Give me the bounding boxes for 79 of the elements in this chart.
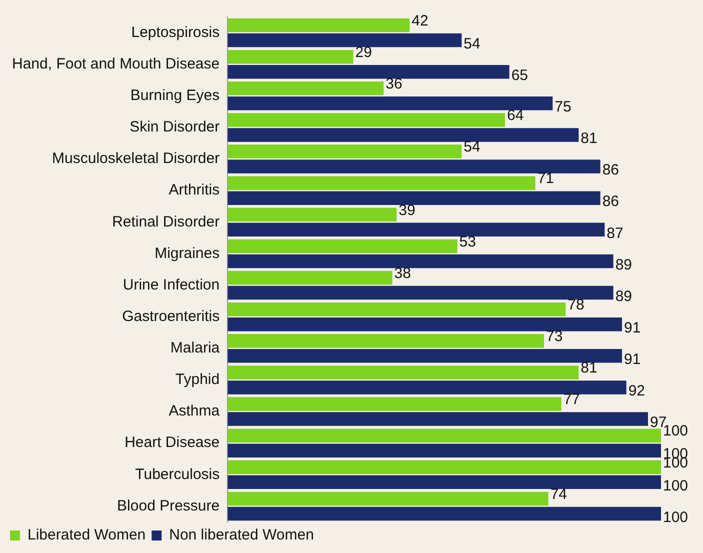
bar [228,254,614,268]
bar [228,444,661,458]
bar [228,366,579,380]
data-label: 100 [663,477,688,494]
y-tick-label: Heart Disease [124,434,220,452]
bar [228,460,661,474]
data-label: 39 [398,202,416,219]
data-label: 54 [464,138,480,156]
bar [228,380,626,394]
data-label: 86 [602,162,620,179]
bar [228,96,553,110]
y-tick-label: Urine Infection [122,276,220,294]
legend-label: Non liberated Women [169,526,314,544]
y-tick-label: Blood Pressure [117,497,220,514]
bar [228,349,622,363]
data-label: 86 [602,193,620,210]
data-label: 87 [606,224,624,242]
bar [228,208,397,222]
data-label: 92 [628,382,646,400]
data-label: 89 [615,256,632,274]
bar [228,144,462,158]
y-tick-label: Typhid [175,371,220,388]
data-label: 36 [386,76,402,93]
data-label: 91 [624,351,641,368]
bar [228,475,661,490]
bar [228,160,600,174]
bar [228,428,661,442]
data-label: 29 [355,44,372,61]
bar [228,191,600,205]
data-label: 42 [412,12,428,30]
data-label: 65 [511,66,528,84]
bar [228,176,536,190]
bar [228,506,661,521]
bar [228,302,566,316]
y-tick-label: Musculoskeletal Disorder [52,150,220,168]
y-tick-label: Gastroenteritis [122,308,220,325]
bar [228,492,548,506]
bar [228,222,605,237]
bar [228,33,462,48]
data-label: 53 [459,233,476,250]
data-label: 91 [624,319,641,336]
data-label: 38 [394,264,411,282]
bar [228,270,392,285]
data-label: 71 [537,170,554,188]
data-label: 75 [554,98,572,116]
data-label: 78 [568,296,584,314]
y-tick-label: Skin Disorder [130,118,220,136]
data-label: 100 [663,508,688,526]
data-label: 100 [663,422,688,440]
y-tick-label: Leptospirosis [131,24,220,41]
bar [228,113,505,127]
bar [228,82,384,96]
bar [228,64,510,79]
data-label: 54 [464,35,480,52]
bar [228,239,458,254]
data-label: 81 [580,130,598,148]
bar [228,286,614,300]
y-tick-label: Tuberculosis [135,466,220,483]
y-tick-label: Asthma [168,402,220,420]
bar [228,50,354,64]
data-label: 73 [546,328,563,346]
y-tick-label: Retinal Disorder [112,213,220,230]
bar [228,397,562,411]
data-label: 81 [580,360,598,377]
y-tick-label: Hand, Foot and Mouth Disease [12,55,220,72]
bar [228,334,544,348]
bar [228,18,410,32]
y-tick-label: Arthritis [168,182,220,199]
data-label: 89 [615,288,632,305]
y-tick-label: Migraines [154,244,220,262]
bar [228,128,579,142]
bar [228,412,648,426]
y-tick-label: Malaria [170,340,220,357]
y-tick-label: Burning Eyes [130,87,220,104]
data-label: 64 [506,107,524,124]
legend-label: Liberated Women [28,526,146,544]
data-label: 74 [550,486,568,503]
bar [228,317,622,332]
data-label: 77 [563,391,580,408]
